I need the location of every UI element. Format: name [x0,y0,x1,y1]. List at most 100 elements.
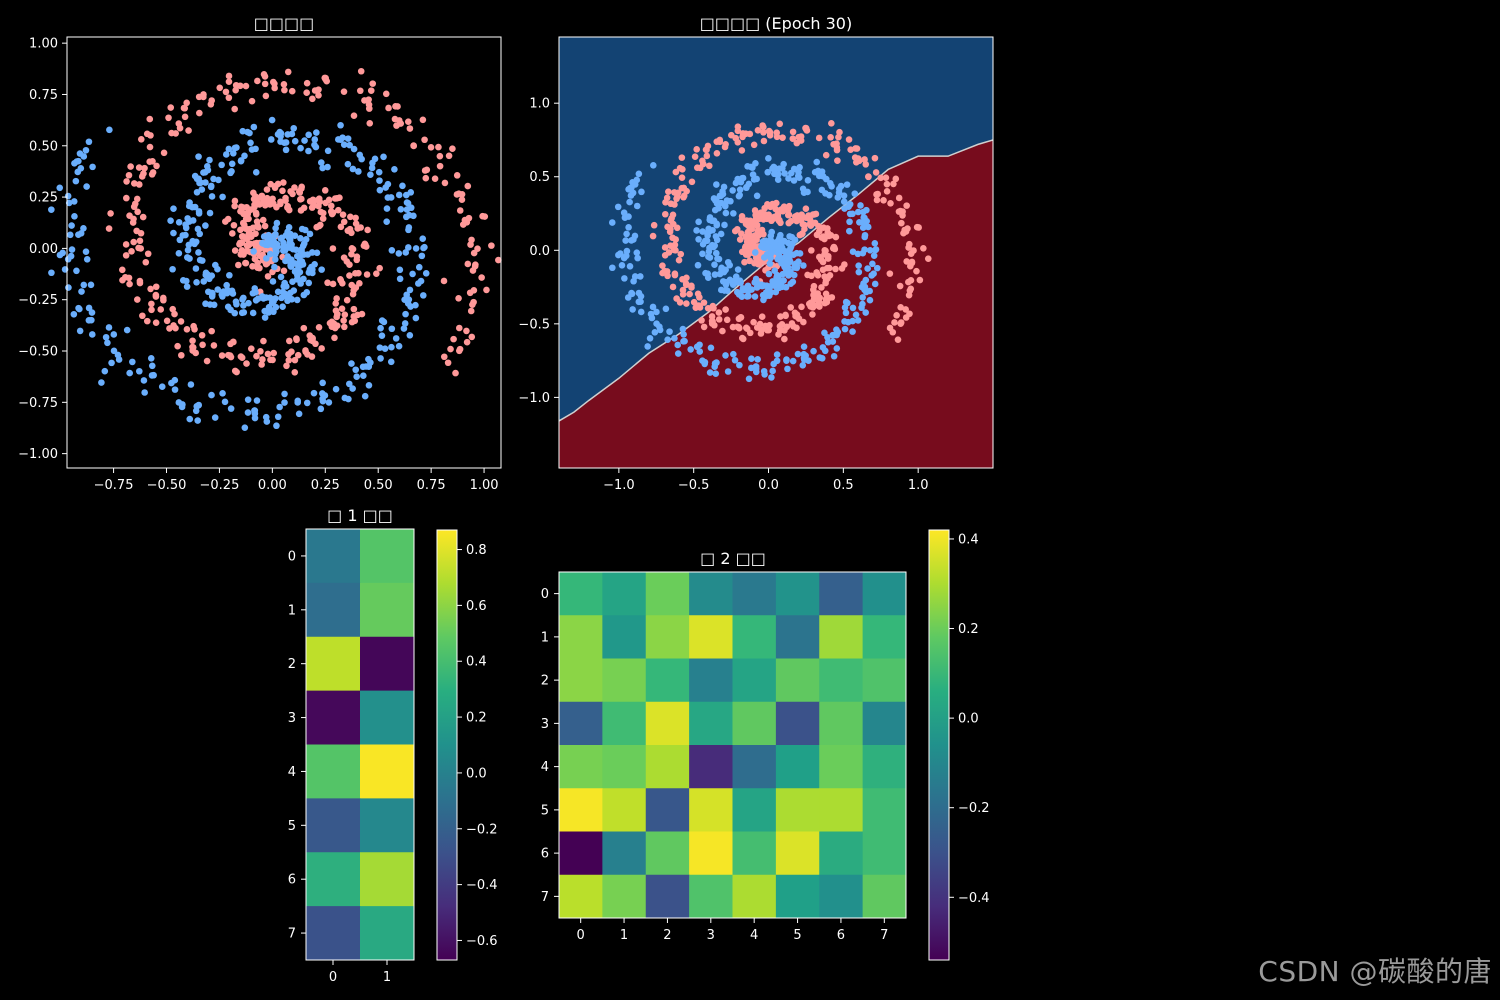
data-point [332,300,340,307]
data-point [721,221,728,229]
plot-frame [558,36,994,469]
data-point [76,327,84,335]
data-point [241,152,248,160]
data-point [715,316,723,323]
colorbar-tick-label: 0.4 [466,655,487,670]
data-point [341,394,349,402]
data-point [291,356,299,364]
data-point [225,94,233,102]
data-point [318,159,325,166]
data-point [751,249,759,256]
data-point [139,213,147,221]
data-point [327,202,335,210]
data-point [122,252,130,259]
data-point [249,309,257,317]
data-point [849,210,856,218]
data-point [823,264,831,272]
heatmap-cell [360,582,415,638]
data-point [303,79,311,87]
colorbar [928,529,950,961]
data-point [713,236,721,244]
y-tick-label: −1.0 [518,391,550,406]
data-point [706,254,714,261]
data-point [228,287,236,295]
data-point [776,120,784,128]
heatmap-cell [306,636,361,692]
data-point [775,331,782,338]
heatmap-cell [360,529,415,584]
data-point [431,175,439,183]
data-point [722,209,730,217]
data-point [693,164,701,171]
data-point [147,354,155,362]
data-point [189,203,196,211]
data-point [721,287,728,294]
data-point [892,175,900,183]
data-point [453,172,461,179]
data-point [272,303,280,311]
data-point [325,399,333,406]
data-point [679,165,686,173]
data-point [175,249,183,257]
data-point [891,319,898,326]
data-point [128,248,135,255]
data-point [765,270,773,278]
data-point [760,137,768,145]
y-tick-label: 3 [541,717,549,732]
data-point [781,335,788,343]
data-point [286,237,294,245]
data-point [436,152,444,160]
data-point [319,215,327,222]
data-point [208,327,215,335]
data-point [357,67,365,75]
data-point [378,317,386,324]
data-point [672,168,680,176]
data-point [294,399,302,406]
data-point [237,353,245,360]
data-point [304,251,312,258]
data-point [189,347,196,354]
x-tick-label: 5 [793,928,801,943]
heatmap-frame [558,571,907,919]
data-point [107,210,114,217]
data-point [399,182,406,190]
heatmap-cell [689,658,733,703]
data-point [395,342,403,350]
data-point [649,303,657,311]
data-point [675,256,683,264]
data-point [123,178,130,185]
data-point [855,268,863,276]
data-point [738,175,746,182]
data-point [261,80,269,88]
data-point [415,263,423,271]
data-point [356,87,364,95]
data-point [208,97,215,104]
data-point [887,200,894,207]
data-point [202,179,209,186]
data-point [305,279,313,287]
data-point [729,187,736,194]
data-point [260,337,267,345]
data-point [167,217,174,225]
data-point [794,350,802,358]
data-point [134,208,141,216]
heatmap-cell [306,529,361,584]
data-point [363,271,371,278]
heatmap-cells [306,529,415,961]
heatmap-title: □ 2 □□ [700,549,766,568]
data-point [708,320,716,327]
data-point [358,310,366,318]
data-point [177,318,185,325]
data-point [231,105,238,113]
data-point [228,160,236,168]
heatmap-cell [862,701,907,746]
data-point [870,252,878,259]
data-point [298,185,305,192]
data-point [736,361,743,369]
data-point [828,294,836,301]
data-point [343,296,351,304]
heatmap-cell [732,572,777,616]
data-point [329,245,337,252]
data-point [348,318,356,326]
data-point [871,240,879,247]
